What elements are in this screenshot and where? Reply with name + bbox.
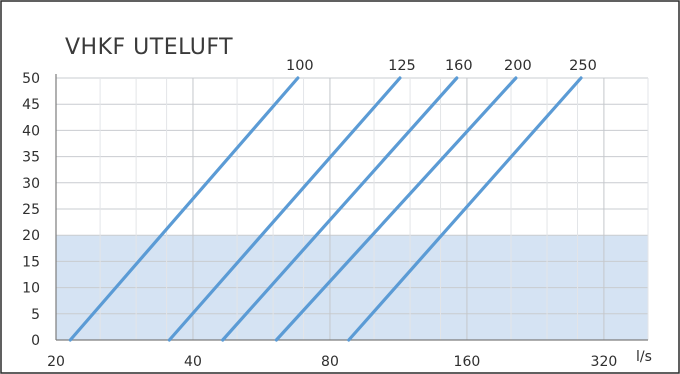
y-tick-label: 25 [22,202,40,218]
series-line-160 [221,76,459,342]
series-line-100 [68,76,300,342]
y-tick-label: 10 [22,281,40,297]
y-tick-label: 15 [22,254,40,270]
y-tick-label: 45 [22,97,40,113]
chart-title: VHKF UTELUFT [65,35,233,60]
x-tick-label: 160 [454,354,481,370]
y-tick-label: 50 [22,71,40,87]
y-tick-label: 35 [22,150,40,166]
series-label-250: 250 [569,58,597,74]
x-tick-label: 40 [184,354,202,370]
x-tick-label: 20 [47,354,65,370]
y-tick-label: 0 [31,333,40,349]
x-tick-label: 320 [591,354,618,370]
series-label-200: 200 [504,58,532,74]
series-line-200 [274,76,518,342]
series-label-125: 125 [388,58,416,74]
series-label-160: 160 [445,58,473,74]
y-tick-label: 40 [22,123,40,139]
x-tick-label: 80 [321,354,339,370]
series-line-250 [347,76,583,342]
y-tick-label: 20 [22,228,40,244]
plot-area: 0 5 10 15 20 25 30 35 40 45 50 20 40 80 160 320 l/s 100 12… [22,58,652,370]
y-tick-label: 5 [31,307,40,323]
series-line-125 [167,76,402,342]
y-tick-label: 30 [22,176,40,192]
x-unit-label: l/s [636,349,652,365]
series-label-100: 100 [286,58,314,74]
